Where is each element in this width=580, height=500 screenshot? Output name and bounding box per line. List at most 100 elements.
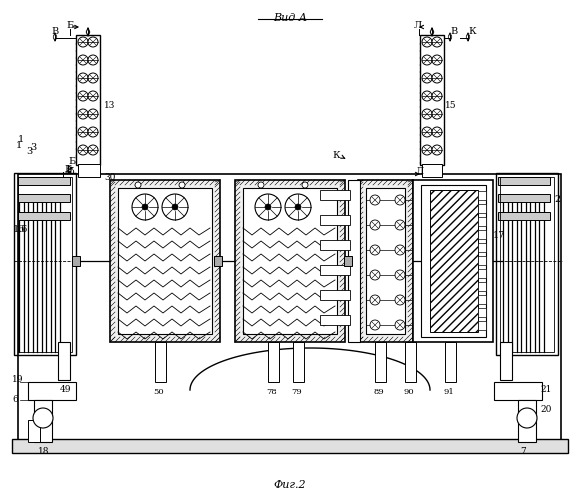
Bar	[478, 204, 486, 213]
Bar	[118, 188, 212, 334]
Text: Вид А: Вид А	[273, 13, 307, 23]
Bar	[498, 194, 550, 202]
Bar	[430, 190, 478, 332]
Text: 16: 16	[13, 226, 26, 234]
Bar	[422, 164, 442, 177]
Text: 30: 30	[104, 172, 115, 182]
Bar	[358, 180, 413, 342]
Circle shape	[370, 245, 380, 255]
Circle shape	[432, 37, 442, 47]
Circle shape	[78, 55, 88, 65]
Text: 16: 16	[16, 226, 28, 234]
Bar	[375, 342, 386, 382]
Text: 6: 6	[12, 396, 18, 404]
Text: 13: 13	[104, 100, 115, 110]
Text: 18: 18	[38, 448, 49, 456]
Circle shape	[370, 295, 380, 305]
Text: Б: Б	[68, 158, 75, 166]
Bar	[320, 190, 350, 200]
Bar	[478, 282, 486, 291]
Bar	[18, 177, 70, 185]
Text: 91: 91	[443, 388, 454, 396]
Text: 90: 90	[403, 388, 414, 396]
Circle shape	[179, 182, 185, 188]
Circle shape	[78, 127, 88, 137]
Text: Б: Б	[64, 166, 71, 174]
Bar	[478, 243, 486, 252]
Bar	[18, 177, 72, 352]
Bar	[366, 188, 405, 334]
Circle shape	[422, 109, 432, 119]
Bar	[494, 382, 542, 400]
Circle shape	[395, 295, 405, 305]
Bar	[58, 342, 70, 380]
Text: К: К	[468, 28, 476, 36]
Text: К: К	[332, 150, 340, 160]
Bar	[445, 342, 456, 382]
Bar	[478, 230, 486, 239]
Bar	[14, 173, 76, 355]
Circle shape	[302, 182, 308, 188]
Bar	[320, 315, 350, 325]
Bar	[110, 180, 220, 342]
Circle shape	[88, 37, 98, 47]
Bar	[478, 191, 486, 200]
Circle shape	[172, 204, 178, 210]
Circle shape	[258, 182, 264, 188]
Circle shape	[33, 408, 53, 428]
Circle shape	[88, 91, 98, 101]
Circle shape	[517, 408, 537, 428]
Bar	[18, 194, 70, 202]
Bar	[18, 174, 561, 442]
Text: 79: 79	[291, 388, 302, 396]
Circle shape	[295, 204, 301, 210]
Text: 1: 1	[16, 140, 22, 149]
Text: Фиг.2: Фиг.2	[274, 480, 306, 490]
Bar	[214, 256, 222, 266]
Bar	[420, 35, 444, 165]
Circle shape	[370, 220, 380, 230]
Circle shape	[78, 37, 88, 47]
Circle shape	[370, 320, 380, 330]
Circle shape	[432, 109, 442, 119]
Circle shape	[422, 55, 432, 65]
Text: 78: 78	[266, 388, 277, 396]
Circle shape	[78, 91, 88, 101]
Circle shape	[78, 73, 88, 83]
Text: 7: 7	[520, 448, 525, 456]
Text: В: В	[52, 28, 59, 36]
Circle shape	[370, 195, 380, 205]
Circle shape	[88, 109, 98, 119]
Text: 17: 17	[493, 230, 506, 239]
Bar	[28, 420, 40, 442]
Bar	[268, 342, 279, 382]
Bar	[12, 439, 568, 453]
Text: Б: Б	[66, 20, 74, 30]
Text: 3: 3	[30, 142, 36, 152]
Text: 3: 3	[26, 148, 32, 156]
Circle shape	[370, 270, 380, 280]
Bar	[478, 269, 486, 278]
Bar	[72, 256, 80, 266]
Bar	[320, 265, 350, 275]
Circle shape	[285, 194, 311, 220]
Bar	[421, 185, 486, 337]
Text: 21: 21	[540, 386, 552, 394]
Text: В: В	[450, 28, 457, 36]
Bar	[496, 173, 558, 355]
Circle shape	[88, 55, 98, 65]
Bar	[28, 382, 76, 400]
Text: Л: Л	[414, 20, 422, 30]
Text: 89: 89	[373, 388, 384, 396]
Circle shape	[395, 245, 405, 255]
Bar	[78, 164, 100, 177]
Circle shape	[395, 320, 405, 330]
Bar	[413, 180, 493, 342]
Bar	[478, 217, 486, 226]
Bar	[518, 400, 536, 442]
Circle shape	[422, 37, 432, 47]
Bar	[76, 35, 100, 165]
Text: 20: 20	[540, 406, 552, 414]
Bar	[500, 177, 554, 352]
Bar	[18, 212, 70, 220]
